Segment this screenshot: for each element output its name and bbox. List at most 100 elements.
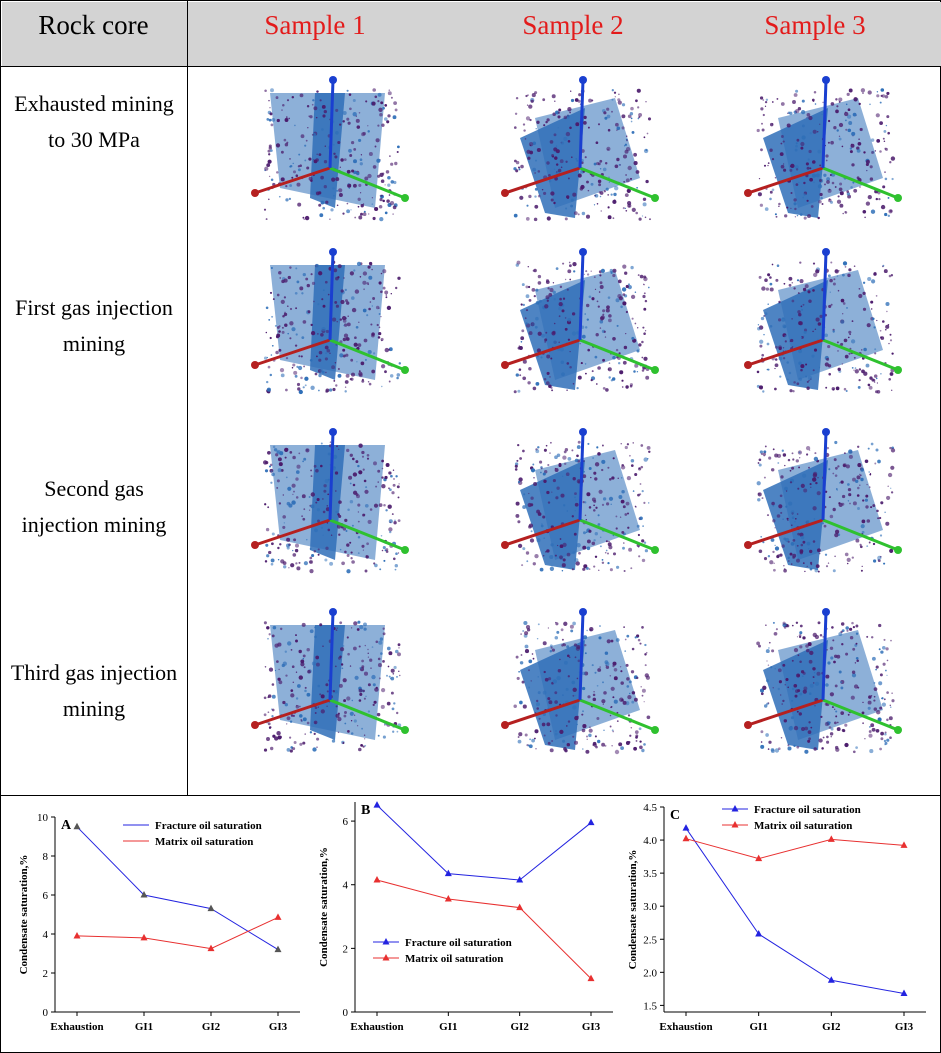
data-point	[444, 895, 452, 902]
row-label-third-gas: Third gas injection mining	[10, 660, 178, 721]
panel-label: A	[61, 818, 72, 833]
x-tick-label: GI2	[510, 1021, 529, 1033]
data-point	[587, 974, 595, 982]
data-point	[682, 824, 690, 831]
y-axis-label: Condensate saturation,%	[627, 850, 639, 970]
ct-image-row2-sample1	[251, 248, 409, 395]
data-point	[587, 818, 595, 826]
data-point	[373, 875, 381, 883]
x-tick-label: GI2	[822, 1021, 841, 1033]
legend-label: Matrix oil saturation	[405, 953, 503, 965]
x-tick-label: GI3	[269, 1021, 288, 1033]
chart-panel-a: 0 2 4 6 8 10 Exhaustion GI1 GI2 GI3 Condensate sat…	[18, 812, 300, 1033]
panel-label: C	[670, 808, 680, 823]
legend-label: Fracture oil saturation	[155, 820, 262, 832]
y-tick-label: 2.0	[643, 967, 657, 979]
y-axis-label: Condensate saturation,%	[318, 847, 330, 967]
data-point	[516, 875, 524, 883]
ct-image-row4-sample3	[744, 608, 902, 754]
series-line	[376, 804, 592, 881]
data-point	[900, 989, 908, 996]
x-tick-label: GI1	[135, 1021, 153, 1033]
data-point	[140, 933, 148, 941]
y-tick-label: 10	[37, 812, 49, 824]
y-tick-label: 4.0	[643, 835, 657, 847]
series-line	[685, 827, 905, 994]
data-point	[516, 903, 524, 911]
data-point	[827, 835, 835, 842]
y-tick-label: 2	[43, 968, 49, 980]
row-label-exhausted: Exhausted mining to 30 MPa	[14, 91, 174, 152]
legend-label: Fracture oil saturation	[405, 937, 512, 949]
x-tick-label: GI1	[749, 1021, 767, 1033]
legend-label: Matrix oil saturation	[754, 820, 852, 832]
sample-2-header: Sample 2	[522, 10, 624, 40]
x-tick-label: GI2	[202, 1021, 221, 1033]
data-point	[73, 931, 81, 939]
row-label-first-gas: First gas injection mining	[15, 295, 173, 356]
ct-image-row2-sample2	[501, 248, 659, 394]
y-tick-label: 3.0	[643, 901, 657, 913]
sample-3-header: Sample 3	[764, 10, 866, 40]
y-tick-label: 0	[343, 1007, 349, 1019]
data-point	[274, 913, 282, 920]
data-point	[207, 904, 215, 912]
legend-marker	[382, 938, 390, 945]
ct-image-row1-sample2	[501, 76, 659, 222]
data-point	[207, 944, 215, 952]
y-tick-label: 4	[43, 929, 49, 941]
ct-image-row3-sample1	[251, 428, 409, 574]
ct-image-row1-sample1	[251, 76, 409, 222]
legend-marker	[382, 954, 390, 961]
ct-image-row4-sample1	[251, 608, 409, 753]
x-tick-label: Exhaustion	[50, 1021, 103, 1033]
legend-marker	[731, 821, 739, 828]
panel-label: B	[361, 803, 370, 818]
series-line	[685, 838, 905, 860]
legend-marker	[731, 805, 739, 812]
data-point	[373, 801, 381, 808]
y-tick-label: 6	[343, 816, 349, 828]
chart-panel-c: 1.5 2.0 2.5 3.0 3.5 4.0 4.5 Exhaustion GI1 GI2 GI3…	[627, 802, 926, 1033]
series-line	[76, 826, 279, 951]
rock-core-header: Rock core	[38, 10, 149, 40]
data-point	[140, 891, 148, 898]
ct-image-row4-sample2	[501, 608, 659, 755]
data-point	[73, 822, 81, 830]
header-divider	[0, 66, 941, 67]
table-header-background	[2, 2, 941, 67]
x-tick-label: GI3	[895, 1021, 914, 1033]
data-point	[274, 945, 282, 953]
ct-image-row3-sample2	[501, 428, 659, 573]
y-tick-label: 4.5	[643, 802, 657, 814]
ct-image-row3-sample3	[744, 428, 902, 573]
data-point	[755, 854, 763, 862]
series-line	[76, 916, 279, 950]
y-tick-label: 2.5	[643, 934, 657, 946]
x-tick-label: GI1	[439, 1021, 457, 1033]
data-point	[444, 869, 452, 877]
y-tick-label: 2	[343, 943, 349, 955]
row-label-second-gas: Second gas injection mining	[21, 476, 167, 537]
data-point	[755, 929, 763, 937]
legend-label: Matrix oil saturation	[155, 836, 253, 848]
x-tick-label: Exhaustion	[350, 1021, 403, 1033]
data-point	[827, 976, 835, 983]
y-tick-label: 3.5	[643, 868, 657, 880]
y-tick-label: 1.5	[643, 1000, 657, 1012]
chart-panel-b: 0 2 4 6 Exhaustion GI1 GI2 GI3 Condensate satura…	[318, 801, 613, 1033]
y-tick-label: 6	[43, 890, 49, 902]
table-bottom-divider	[0, 795, 941, 796]
y-tick-label: 4	[343, 880, 349, 892]
legend-label: Fracture oil saturation	[754, 804, 861, 816]
data-point	[900, 841, 908, 848]
x-tick-label: GI3	[582, 1021, 601, 1033]
x-tick-label: Exhaustion	[659, 1021, 712, 1033]
column-divider	[187, 0, 188, 795]
series-line	[376, 879, 592, 979]
data-point	[682, 834, 690, 842]
y-tick-label: 8	[43, 851, 49, 863]
ct-image-row1-sample3	[744, 76, 902, 220]
sample-1-header: Sample 1	[264, 10, 366, 40]
